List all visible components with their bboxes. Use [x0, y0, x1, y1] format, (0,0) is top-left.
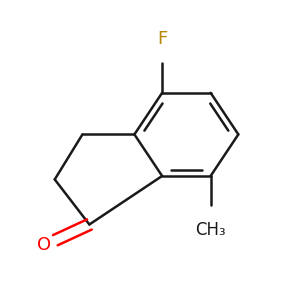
Text: F: F: [157, 30, 167, 48]
Text: CH₃: CH₃: [195, 221, 226, 239]
Text: O: O: [37, 236, 51, 254]
